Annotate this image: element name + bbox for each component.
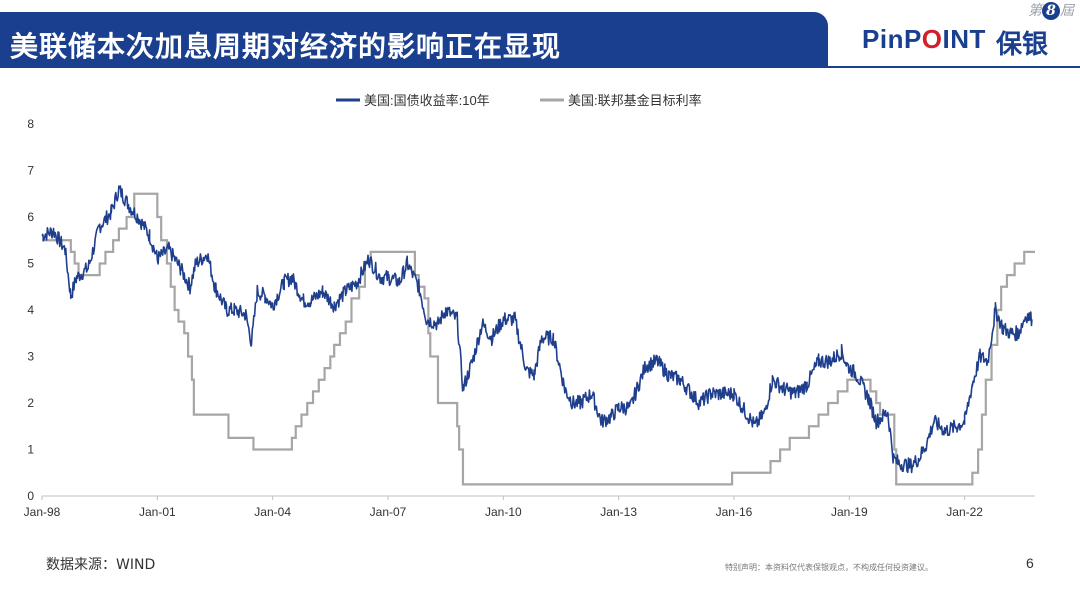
page-badge-prefix: 第 <box>1028 3 1042 19</box>
x-tick-label: Jan-07 <box>370 505 407 519</box>
rate-chart: 美国:国债收益率:10年 美国:联邦基金目标利率 0 1 2 3 4 5 6 7 8 Jan-98… <box>24 93 1035 519</box>
brand-logo-chinese: 保银 <box>996 30 1049 60</box>
y-tick-label: 3 <box>27 350 34 364</box>
title-bar <box>0 12 828 66</box>
x-tick-label: Jan-01 <box>139 505 176 519</box>
header-divider <box>0 66 1080 68</box>
x-tick-label: Jan-19 <box>831 505 868 519</box>
x-tick-label: Jan-16 <box>716 505 753 519</box>
x-tick-label: Jan-13 <box>600 505 637 519</box>
logo-o: O <box>921 24 943 54</box>
legend-label-fed: 美国:联邦基金目标利率 <box>568 93 702 108</box>
y-tick-label: 1 <box>27 443 34 457</box>
y-tick-label: 4 <box>27 303 34 317</box>
series-line-treasury-10y <box>41 185 1033 474</box>
page-badge-suffix: 屆 <box>1060 3 1074 19</box>
chart-legend: 美国:国债收益率:10年 美国:联邦基金目标利率 <box>336 93 702 108</box>
series-line-fed-funds <box>42 192 1035 486</box>
page-badge-number: 8 <box>1042 2 1060 20</box>
disclaimer: 特别声明：本资料仅代表保银观点，不构成任何投资建议。 <box>725 563 933 572</box>
logo-prefix: PinP <box>862 24 922 54</box>
y-tick-label: 2 <box>27 396 34 410</box>
x-tick-label: Jan-22 <box>946 505 983 519</box>
y-tick-label: 7 <box>27 164 34 178</box>
logo-suffix: INT <box>942 24 986 54</box>
y-tick-label: 8 <box>27 117 34 131</box>
y-tick-label: 5 <box>27 257 34 271</box>
chart-axes: 0 1 2 3 4 5 6 7 8 Jan-98 Jan-01 Jan-04 Jan-07 Jan-10 J… <box>24 117 1035 519</box>
y-tick-label: 0 <box>27 489 34 503</box>
x-tick-label: Jan-10 <box>485 505 522 519</box>
data-source: 数据来源：WIND <box>46 557 156 573</box>
legend-label-treasury: 美国:国债收益率:10年 <box>364 93 490 108</box>
chart-series <box>41 185 1035 486</box>
brand-logo: PinPOINT <box>862 24 986 55</box>
page-number: 6 <box>1026 555 1034 571</box>
page-title: 美联储本次加息周期对经济的影响正在显现 <box>10 30 562 63</box>
x-tick-label: Jan-98 <box>24 505 61 519</box>
y-tick-label: 6 <box>27 210 34 224</box>
x-tick-label: Jan-04 <box>254 505 291 519</box>
